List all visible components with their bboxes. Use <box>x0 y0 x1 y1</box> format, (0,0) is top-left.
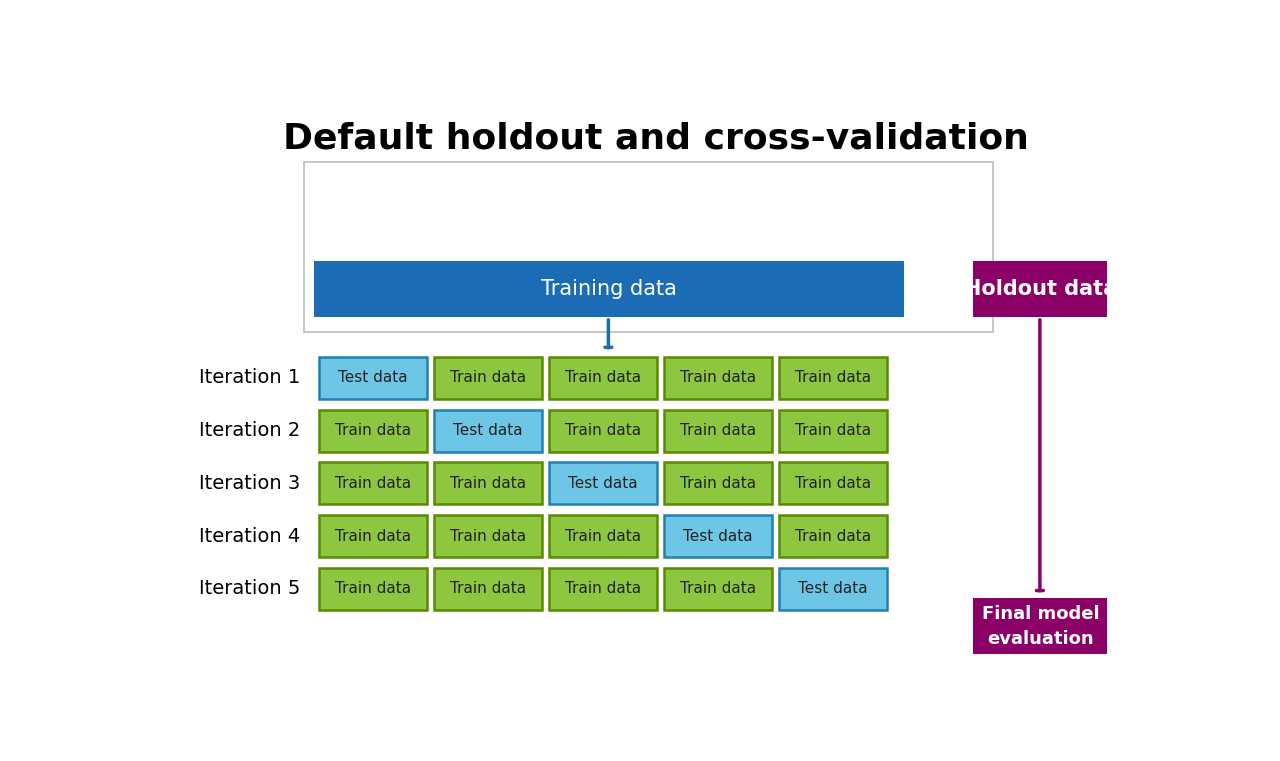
Text: Train data: Train data <box>449 476 526 491</box>
Text: Train data: Train data <box>795 423 872 438</box>
Bar <box>319 568 426 610</box>
Text: Train data: Train data <box>449 529 526 543</box>
Bar <box>664 515 772 557</box>
Text: Test data: Test data <box>799 581 868 597</box>
Text: Train data: Train data <box>564 581 641 597</box>
Text: Holdout data: Holdout data <box>964 279 1117 299</box>
Bar <box>664 409 772 452</box>
Bar <box>780 357 887 399</box>
Bar <box>549 462 657 505</box>
Bar <box>549 409 657 452</box>
Text: Train data: Train data <box>795 476 872 491</box>
Bar <box>549 568 657 610</box>
Bar <box>434 462 541 505</box>
Text: Train data: Train data <box>449 581 526 597</box>
Text: Test data: Test data <box>338 371 407 385</box>
Text: Train data: Train data <box>680 423 756 438</box>
Bar <box>549 357 657 399</box>
Text: Train data: Train data <box>564 371 641 385</box>
Text: Iteration 3: Iteration 3 <box>198 474 300 493</box>
Text: Iteration 5: Iteration 5 <box>198 579 300 598</box>
Bar <box>780 568 887 610</box>
Bar <box>319 409 426 452</box>
Bar <box>434 568 541 610</box>
Bar <box>434 409 541 452</box>
Text: Final model
evaluation: Final model evaluation <box>982 604 1100 648</box>
Text: Train data: Train data <box>335 423 411 438</box>
Bar <box>780 462 887 505</box>
Bar <box>973 598 1107 654</box>
Text: Test data: Test data <box>453 423 522 438</box>
Bar <box>973 261 1107 317</box>
Text: Test data: Test data <box>568 476 637 491</box>
Bar <box>319 357 426 399</box>
Text: Default holdout and cross-validation: Default holdout and cross-validation <box>283 121 1029 155</box>
Text: Iteration 4: Iteration 4 <box>198 527 300 546</box>
Bar <box>434 357 541 399</box>
Text: Training data: Training data <box>541 279 677 299</box>
Bar <box>664 568 772 610</box>
Text: Train data: Train data <box>564 529 641 543</box>
Bar <box>319 462 426 505</box>
Bar <box>549 515 657 557</box>
Bar <box>780 515 887 557</box>
Text: Iteration 2: Iteration 2 <box>198 421 300 440</box>
Bar <box>303 161 993 332</box>
Bar <box>314 261 904 317</box>
Text: Train data: Train data <box>564 423 641 438</box>
Bar <box>434 515 541 557</box>
Text: Train data: Train data <box>795 371 872 385</box>
Text: Train data: Train data <box>449 371 526 385</box>
Text: Train data: Train data <box>680 581 756 597</box>
Text: Iteration 1: Iteration 1 <box>198 368 300 387</box>
Text: Train data: Train data <box>680 371 756 385</box>
Text: Train data: Train data <box>795 529 872 543</box>
Text: Test data: Test data <box>684 529 753 543</box>
Bar <box>664 357 772 399</box>
Text: Train data: Train data <box>335 476 411 491</box>
Text: Train data: Train data <box>335 581 411 597</box>
Text: Train data: Train data <box>680 476 756 491</box>
Text: Train data: Train data <box>335 529 411 543</box>
Bar <box>780 409 887 452</box>
Bar <box>319 515 426 557</box>
Bar <box>664 462 772 505</box>
